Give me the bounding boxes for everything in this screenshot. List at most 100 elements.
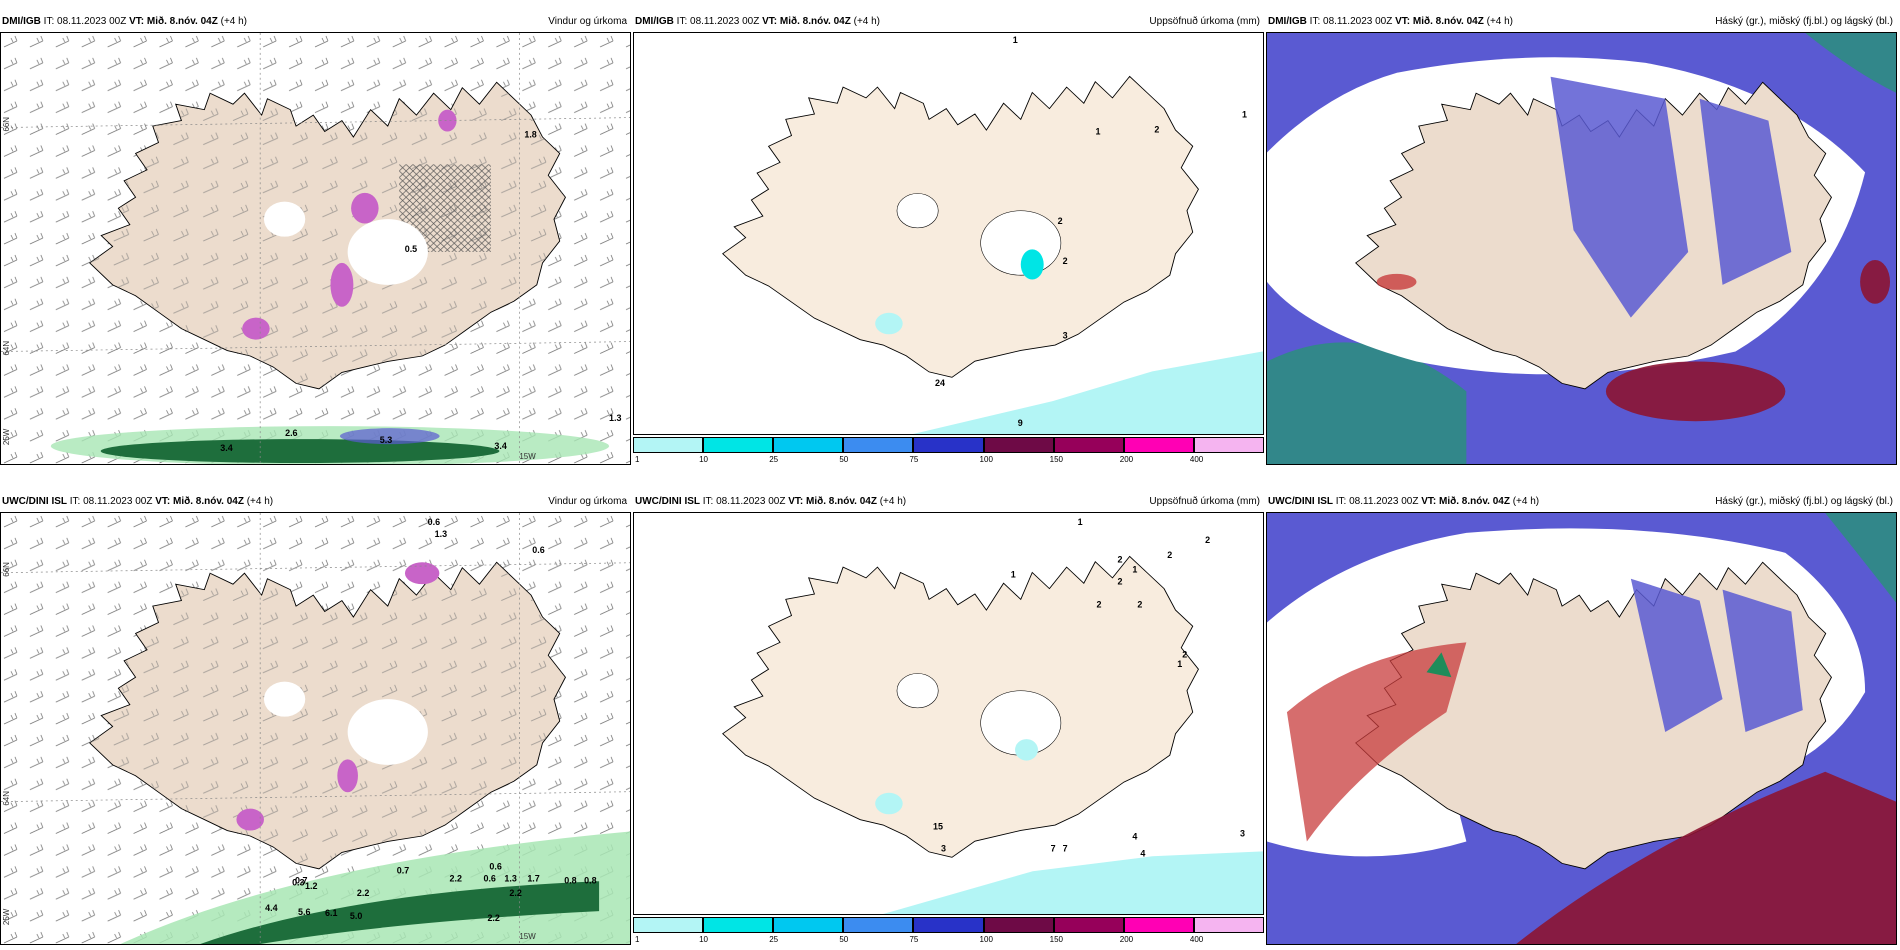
colorbar-swatch xyxy=(703,917,774,933)
colorbar-swatch xyxy=(1053,917,1124,933)
map-view[interactable]: 66N 64N 25W 15W 0.6 1.3 0.6 0.6 0.7 4.4 … xyxy=(0,512,631,945)
panel-title-row: UWC/DINI ISL IT: 08.11.2023 00Z VT: Mið.… xyxy=(633,490,1264,512)
map-view[interactable] xyxy=(1266,32,1897,465)
accum-value: 2 xyxy=(1167,550,1172,560)
accum-value: 1 xyxy=(1132,565,1137,575)
colorbar-label: 1 xyxy=(635,935,640,944)
precip-value: 0.3 xyxy=(292,877,304,887)
colorbar-swatch xyxy=(913,437,984,453)
accum-value: 1 xyxy=(1096,127,1101,137)
colorbar-swatch xyxy=(633,917,704,933)
accum-value: 9 xyxy=(1018,418,1023,428)
accum-value: 2 xyxy=(1063,256,1068,266)
colorbar-label: 50 xyxy=(839,935,849,944)
precip-value: 5.0 xyxy=(350,911,362,921)
colorbar-swatch xyxy=(1053,437,1124,453)
precip-value: 1.7 xyxy=(527,873,539,883)
colorbar-label: 200 xyxy=(1119,455,1134,464)
precip-value: 2.2 xyxy=(509,888,521,898)
colorbar-label: 10 xyxy=(699,935,709,944)
colorbar-label: 10 xyxy=(699,455,709,464)
panel-product-title: Háský (gr.), miðský (fj.bl.) og lágský (… xyxy=(1715,496,1893,507)
precip-value: 1.3 xyxy=(504,873,516,883)
panel-product-title: Uppsöfnuð úrkoma (mm) xyxy=(1149,16,1260,27)
panel-title-row: DMI/IGB IT: 08.11.2023 00Z VT: Mið. 8.nó… xyxy=(0,10,631,32)
precip-value: 0.7 xyxy=(397,865,409,875)
accum-value: 7 xyxy=(1063,843,1068,853)
accum-value: 2 xyxy=(1058,216,1063,226)
accum-value: 7 xyxy=(1051,843,1056,853)
panel-uwc-wind-precip: UWC/DINI ISL IT: 08.11.2023 00Z VT: Mið.… xyxy=(0,490,631,945)
colorbar-label: 50 xyxy=(839,455,849,464)
precip-value: 0.6 xyxy=(489,861,501,871)
precip-value: 6.1 xyxy=(325,908,337,918)
colorbar-swatch xyxy=(1193,917,1264,933)
accum-value: 1 xyxy=(1177,659,1182,669)
precip-value: 2.2 xyxy=(450,873,462,883)
panel-title-left: DMI/IGB IT: 08.11.2023 00Z VT: Mið. 8.nó… xyxy=(1268,16,1514,27)
colorbar-swatch xyxy=(773,437,844,453)
lat-label-66n: 66N xyxy=(2,117,11,132)
precip-value: 0.6 xyxy=(483,873,495,883)
precip-value: 1.8 xyxy=(524,130,536,140)
accum-value: 2 xyxy=(1117,555,1122,565)
colorbar-swatch xyxy=(983,437,1054,453)
accum-value: 2 xyxy=(1137,600,1142,610)
map-view[interactable]: 66N 64N 25W 15W 5.3 3.4 3.4 2.6 1.8 0.5 … xyxy=(0,32,631,465)
panel-title-row: UWC/DINI ISL IT: 08.11.2023 00Z VT: Mið.… xyxy=(1266,490,1897,512)
colorbar-swatch xyxy=(773,917,844,933)
precip-value: 4.4 xyxy=(265,903,277,913)
panel-title-left: DMI/IGB IT: 08.11.2023 00Z VT: Mið. 8.nó… xyxy=(2,16,248,27)
colorbar-label: 75 xyxy=(909,455,919,464)
colorbar-label: 150 xyxy=(1049,455,1064,464)
colorbar-label: 25 xyxy=(769,455,779,464)
accum-value: 1 xyxy=(1013,35,1018,45)
panel-title-left: UWC/DINI ISL IT: 08.11.2023 00Z VT: Mið.… xyxy=(635,496,907,507)
colorbar-swatch xyxy=(1123,917,1194,933)
precip-value: 0.6 xyxy=(428,517,440,527)
precip-value: 0.6 xyxy=(532,545,544,555)
accum-value: 2 xyxy=(1117,577,1122,587)
precip-value: 2.2 xyxy=(357,888,369,898)
accum-value: 1 xyxy=(1242,110,1247,120)
colorbar-swatch xyxy=(703,437,774,453)
colorbar: 1 10 25 50 75 100 150 200 400 xyxy=(633,435,1264,465)
precip-value: 2.2 xyxy=(487,913,499,923)
lon-label-15w: 15W xyxy=(519,932,536,941)
colorbar-swatch xyxy=(633,437,704,453)
map-view[interactable]: 1 1 2 1 2 2 3 24 9 xyxy=(633,32,1264,435)
panel-title-left: DMI/IGB IT: 08.11.2023 00Z VT: Mið. 8.nó… xyxy=(635,16,881,27)
colorbar-swatch xyxy=(913,917,984,933)
accum-value: 2 xyxy=(1154,125,1159,135)
precip-value: 1.3 xyxy=(435,529,447,539)
lon-label-25w: 25W xyxy=(2,428,11,445)
precip-value: 5.3 xyxy=(380,435,392,445)
colorbar-swatch xyxy=(1193,437,1264,453)
accum-value: 1 xyxy=(1078,517,1083,527)
precip-value: 5.6 xyxy=(298,907,310,917)
colorbar-swatch xyxy=(843,437,914,453)
colorbar-label: 25 xyxy=(769,935,779,944)
panel-dmi-clouds: DMI/IGB IT: 08.11.2023 00Z VT: Mið. 8.nó… xyxy=(1266,10,1897,465)
accum-value: 4 xyxy=(1140,848,1145,858)
map-view[interactable]: 1 2 2 1 2 2 2 2 2 1 1 15 3 7 7 4 3 4 xyxy=(633,512,1264,915)
accum-value: 2 xyxy=(1097,600,1102,610)
colorbar-label: 150 xyxy=(1049,935,1064,944)
precip-value: 1.2 xyxy=(305,881,317,891)
precip-value: 0.7 xyxy=(295,875,307,885)
lat-label-64n: 64N xyxy=(2,341,11,356)
panel-title-left: UWC/DINI ISL IT: 08.11.2023 00Z VT: Mið.… xyxy=(2,496,274,507)
panel-product-title: Háský (gr.), miðský (fj.bl.) og lágský (… xyxy=(1715,16,1893,27)
accum-value: 2 xyxy=(1205,535,1210,545)
panel-uwc-accum-precip: UWC/DINI ISL IT: 08.11.2023 00Z VT: Mið.… xyxy=(633,490,1264,945)
accum-value: 3 xyxy=(941,843,946,853)
map-view[interactable] xyxy=(1266,512,1897,945)
colorbar: 1 10 25 50 75 100 150 200 400 xyxy=(633,915,1264,945)
colorbar-swatch xyxy=(843,917,914,933)
precip-value: 0.8 xyxy=(564,875,576,885)
panel-title-row: DMI/IGB IT: 08.11.2023 00Z VT: Mið. 8.nó… xyxy=(1266,10,1897,32)
accum-value: 4 xyxy=(1132,831,1137,841)
colorbar-label: 1 xyxy=(635,455,640,464)
precip-value: 0.8 xyxy=(584,875,596,885)
panel-dmi-wind-precip: DMI/IGB IT: 08.11.2023 00Z VT: Mið. 8.nó… xyxy=(0,10,631,465)
